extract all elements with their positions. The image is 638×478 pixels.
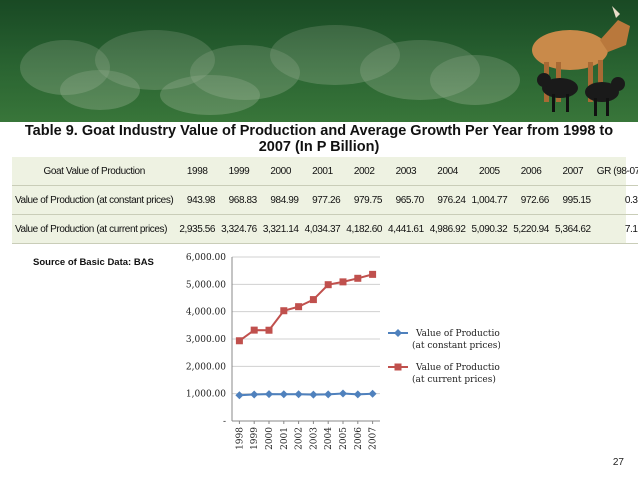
data-point bbox=[339, 389, 347, 398]
goat-illustration bbox=[532, 6, 630, 116]
data-point bbox=[339, 278, 347, 286]
table-cell: 984.99 bbox=[259, 185, 302, 215]
column-header: 2006 bbox=[510, 157, 552, 186]
y-tick-label: 1,000.00 bbox=[186, 390, 226, 400]
data-point bbox=[324, 390, 333, 399]
data-point bbox=[265, 326, 273, 334]
column-header: 2000 bbox=[259, 157, 302, 186]
table-cell: 965.70 bbox=[385, 185, 427, 215]
table-cell: 3,324.76 bbox=[218, 214, 260, 244]
table-cell: 979.75 bbox=[343, 185, 386, 215]
legend-label: (at current prices) bbox=[412, 374, 496, 385]
slide-title: Table 9. Goat Industry Value of Producti… bbox=[24, 123, 614, 155]
legend-label: (at constant prices) bbox=[412, 340, 500, 351]
row-label: Value of Production (at constant prices) bbox=[12, 185, 177, 215]
table-cell: 5,220.94 bbox=[510, 214, 552, 244]
data-table-container: Goat Value of Production 1998 1999 2000 … bbox=[12, 157, 638, 244]
column-header: GR (98-07) bbox=[593, 157, 638, 186]
column-header: 2001 bbox=[301, 157, 344, 186]
data-point bbox=[309, 296, 317, 304]
data-point bbox=[250, 390, 259, 399]
data-point bbox=[265, 390, 273, 399]
x-tick-label: 2000 bbox=[265, 427, 275, 450]
table-cell: 972.66 bbox=[510, 185, 552, 215]
data-point bbox=[309, 390, 318, 399]
column-header: 1998 bbox=[176, 157, 219, 186]
table-header-row: Goat Value of Production 1998 1999 2000 … bbox=[12, 157, 638, 186]
y-tick-label: 2,000.00 bbox=[186, 362, 226, 372]
data-point bbox=[324, 281, 332, 289]
y-tick-label: 3,000.00 bbox=[186, 335, 226, 345]
table-cell: 4,441.61 bbox=[385, 214, 427, 244]
legend-marker bbox=[394, 329, 402, 337]
data-point bbox=[235, 337, 243, 345]
data-point bbox=[353, 390, 362, 399]
column-header: 2005 bbox=[468, 157, 511, 186]
data-point bbox=[354, 274, 362, 282]
x-tick-label: 2002 bbox=[295, 427, 305, 450]
table-cell: 4,182.60 bbox=[343, 214, 386, 244]
banner-photo bbox=[0, 0, 638, 122]
series-line bbox=[239, 392, 373, 397]
data-point bbox=[294, 390, 303, 399]
table-cell: 3,321.14 bbox=[259, 214, 302, 244]
table-cell: 4,986.92 bbox=[426, 214, 469, 244]
table-cell: 0.35 bbox=[593, 185, 638, 215]
column-header: 1999 bbox=[218, 157, 260, 186]
column-header: Goat Value of Production bbox=[12, 157, 177, 186]
table-row: Value of Production (at constant prices)… bbox=[12, 185, 638, 215]
row-label: Value of Production (at current prices) bbox=[12, 214, 177, 244]
data-point bbox=[280, 307, 288, 315]
table-cell: 976.24 bbox=[426, 185, 469, 215]
x-tick-label: 2006 bbox=[354, 427, 364, 450]
legend-label: Value of Production bbox=[415, 363, 500, 373]
data-table: Goat Value of Production 1998 1999 2000 … bbox=[12, 157, 638, 244]
column-header: 2007 bbox=[551, 157, 594, 186]
data-point bbox=[368, 389, 377, 398]
table-cell: 943.98 bbox=[176, 185, 219, 215]
column-header: 2003 bbox=[385, 157, 427, 186]
y-tick-label: 5,000.00 bbox=[186, 280, 226, 290]
x-tick-label: 2003 bbox=[309, 427, 319, 450]
table-cell: 5,090.32 bbox=[468, 214, 511, 244]
page-number: 27 bbox=[612, 457, 624, 468]
table-cell: 1,004.77 bbox=[468, 185, 511, 215]
data-point bbox=[235, 391, 244, 400]
source-note: Source of Basic Data: BAS bbox=[33, 257, 154, 268]
x-tick-label: 2005 bbox=[339, 427, 349, 450]
table-cell: 977.26 bbox=[301, 185, 344, 215]
x-tick-label: 2001 bbox=[280, 427, 290, 450]
table-row: Value of Production (at current prices) … bbox=[12, 214, 638, 244]
table-cell: 5,364.62 bbox=[551, 214, 594, 244]
y-tick-label: - bbox=[223, 417, 226, 427]
table-cell: 2,935.56 bbox=[176, 214, 219, 244]
legend-marker bbox=[394, 363, 402, 371]
line-chart: - 1,000.00 2,000.00 3,000.00 4,000.00 5,000.0… bbox=[186, 253, 500, 450]
column-header: 2004 bbox=[426, 157, 469, 186]
table-cell: 995.15 bbox=[551, 185, 594, 215]
legend-label: Value of Production bbox=[415, 329, 500, 339]
table-cell: 4,034.37 bbox=[301, 214, 344, 244]
x-tick-label: 1999 bbox=[250, 427, 260, 450]
x-tick-label: 1998 bbox=[235, 427, 245, 450]
y-tick-label: 4,000.00 bbox=[186, 308, 226, 318]
data-point bbox=[369, 270, 377, 278]
table-cell: 968.83 bbox=[218, 185, 260, 215]
table-cell: 7.16 bbox=[593, 214, 638, 244]
column-header: 2002 bbox=[343, 157, 386, 186]
x-tick-label: 2007 bbox=[369, 427, 379, 450]
y-tick-label: 6,000.00 bbox=[186, 253, 226, 263]
data-point bbox=[295, 303, 303, 311]
data-point bbox=[250, 326, 258, 334]
x-tick-label: 2004 bbox=[324, 427, 334, 450]
data-point bbox=[279, 390, 288, 399]
series-line bbox=[238, 273, 373, 342]
